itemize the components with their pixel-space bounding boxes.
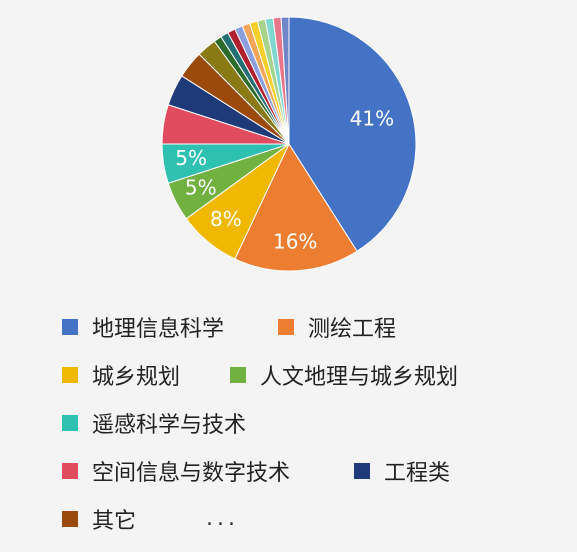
pie-slice-label-0: 41% (350, 106, 394, 130)
legend-ellipsis: ... (206, 506, 239, 531)
legend-label: 其它 (92, 509, 137, 534)
legend-item-engineering: 工程类 (354, 456, 450, 486)
legend-swatch (62, 367, 78, 383)
legend-swatch (62, 463, 78, 479)
legend-swatch (230, 367, 246, 383)
legend-label: 空间信息与数字技术 (92, 461, 291, 486)
legend-label: 遥感科学与技术 (92, 413, 247, 438)
pie-slice-label-2: 8% (210, 207, 242, 231)
pie-slice-label-1: 16% (273, 229, 317, 253)
pie-slice-0 (288, 16, 417, 252)
legend-swatch (62, 415, 78, 431)
legend-swatch (278, 319, 294, 335)
pie-chart: 41% 16% 8% 5% 5% (161, 16, 417, 272)
legend-swatch (62, 511, 78, 527)
legend-label: 人文地理与城乡规划 (260, 365, 459, 390)
legend-swatch (354, 463, 370, 479)
legend-item-remote-sensing: 遥感科学与技术 (62, 408, 246, 438)
legend-item-urban-planning: 城乡规划 (62, 360, 180, 390)
legend-label: 城乡规划 (92, 365, 181, 390)
pie-slice-label-4: 5% (175, 146, 207, 170)
legend-swatch (62, 319, 78, 335)
legend-label: 工程类 (384, 461, 451, 486)
legend-label: 地理信息科学 (92, 317, 225, 342)
legend-item-human-geography: 人文地理与城乡规划 (230, 360, 458, 390)
pie-slice-1 (234, 142, 358, 272)
legend-item-spatial-info: 空间信息与数字技术 (62, 456, 290, 486)
pie-slice-label-3: 5% (185, 175, 217, 199)
pie-slice-18 (280, 16, 290, 145)
legend-item-other: 其它 (62, 504, 136, 534)
legend-label: 测绘工程 (308, 317, 397, 342)
legend-item-surveying: 测绘工程 (278, 312, 396, 342)
legend-item-gis: 地理信息科学 (62, 312, 224, 342)
